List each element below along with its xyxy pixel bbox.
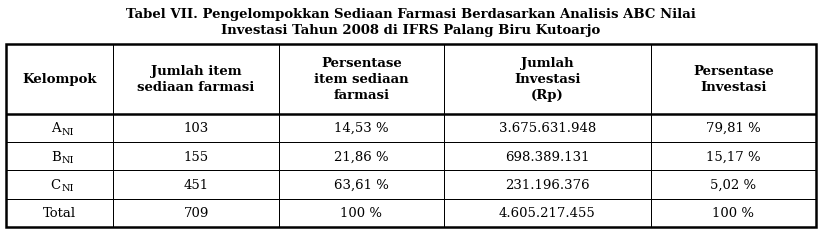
Bar [6,114,113,142]
Bar [444,142,651,170]
Bar [6,45,816,227]
Text: 103: 103 [183,122,209,135]
Bar [113,142,279,170]
Bar [651,142,816,170]
Bar [279,170,444,199]
Text: Tabel VII. Pengelompokkan Sediaan Farmasi Berdasarkan Analisis ABC Nilai: Tabel VII. Pengelompokkan Sediaan Farmas… [126,8,696,21]
Bar [113,170,279,199]
Text: 14,53 %: 14,53 % [334,122,389,135]
Text: 15,17 %: 15,17 % [706,150,760,163]
Text: C: C [51,178,61,191]
Text: Jumlah
Investasi
(Rp): Jumlah Investasi (Rp) [514,57,580,102]
Text: 231.196.376: 231.196.376 [505,178,589,191]
Bar [651,114,816,142]
Text: 79,81 %: 79,81 % [706,122,760,135]
Bar [279,114,444,142]
Text: NI: NI [62,184,74,193]
Text: Total: Total [44,207,76,219]
Text: Jumlah item
sediaan farmasi: Jumlah item sediaan farmasi [137,65,255,94]
Bar [6,199,113,227]
Text: NI: NI [62,127,74,136]
Text: 100 %: 100 % [340,207,382,219]
Bar [444,199,651,227]
Text: 709: 709 [183,207,209,219]
Bar [6,170,113,199]
Text: 698.389.131: 698.389.131 [506,150,589,163]
Bar [6,142,113,170]
Text: 5,02 %: 5,02 % [710,178,756,191]
Text: Persentase
item sediaan
farmasi: Persentase item sediaan farmasi [314,57,409,102]
Bar [279,142,444,170]
Bar [113,114,279,142]
Bar [279,199,444,227]
Text: 155: 155 [183,150,209,163]
Text: A: A [51,122,61,135]
Bar [444,114,651,142]
Bar [444,170,651,199]
Bar [651,45,816,114]
Text: B: B [51,150,61,163]
Text: 3.675.631.948: 3.675.631.948 [499,122,596,135]
Bar [444,45,651,114]
Bar [651,170,816,199]
Bar [6,45,113,114]
Text: 100 %: 100 % [713,207,755,219]
Text: 451: 451 [183,178,209,191]
Text: Investasi Tahun 2008 di IFRS Palang Biru Kutoarjo: Investasi Tahun 2008 di IFRS Palang Biru… [221,24,601,37]
Bar [651,199,816,227]
Text: 63,61 %: 63,61 % [334,178,389,191]
Text: 4.605.217.455: 4.605.217.455 [499,207,596,219]
Text: 21,86 %: 21,86 % [334,150,389,163]
Text: Persentase
Investasi: Persentase Investasi [693,65,774,94]
Bar [113,45,279,114]
Bar [279,45,444,114]
Text: NI: NI [62,155,74,164]
Bar [113,199,279,227]
Text: Kelompok: Kelompok [22,73,97,86]
